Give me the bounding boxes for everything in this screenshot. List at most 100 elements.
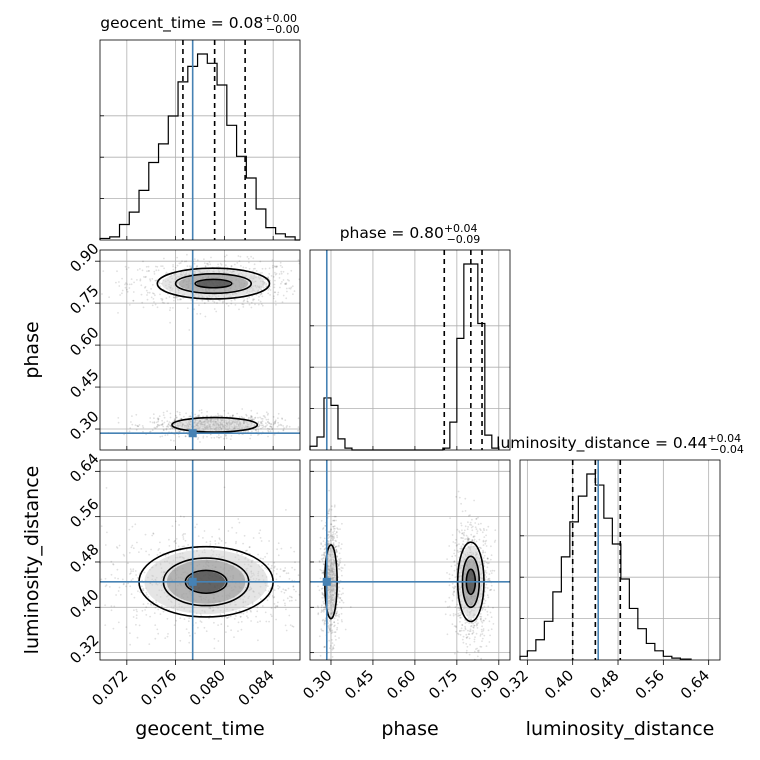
sample-point <box>482 560 485 562</box>
sample-point <box>471 632 474 635</box>
sample-point <box>169 412 172 415</box>
sample-point <box>336 550 338 553</box>
sample-point <box>322 545 324 548</box>
sample-point <box>123 555 126 557</box>
sample-point <box>254 428 257 431</box>
sample-point <box>178 411 181 414</box>
sample-point <box>173 624 176 626</box>
sample-point <box>452 541 455 543</box>
sample-point <box>128 528 131 531</box>
sample-point <box>253 263 256 266</box>
sample-point <box>488 641 491 643</box>
sample-point <box>233 636 235 638</box>
sample-point <box>183 618 186 620</box>
sample-point <box>159 551 162 554</box>
sample-point <box>274 265 276 268</box>
sample-point <box>327 542 330 545</box>
sample-point <box>180 418 183 420</box>
sample-point <box>333 504 336 507</box>
sample-point <box>486 557 489 560</box>
sample-point <box>259 424 261 427</box>
sample-point <box>341 599 343 602</box>
sample-point <box>168 421 171 423</box>
sample-point <box>129 643 132 646</box>
sample-point <box>198 304 200 306</box>
sample-point <box>273 433 276 436</box>
hist-panel-geocent_time <box>99 40 300 241</box>
sample-point <box>446 572 448 574</box>
sample-point <box>273 589 276 591</box>
sample-point <box>184 435 187 438</box>
sample-point <box>468 622 470 624</box>
sample-point <box>481 633 484 635</box>
sample-point <box>247 257 250 260</box>
sample-point <box>340 619 343 621</box>
sample-point <box>451 582 454 585</box>
sample-point <box>466 645 469 648</box>
sample-point <box>475 620 478 623</box>
sample-point <box>148 270 150 272</box>
sample-point <box>135 608 138 611</box>
sample-point <box>464 622 467 624</box>
sample-point <box>213 637 216 640</box>
sample-point <box>473 538 476 541</box>
sample-point <box>244 430 247 433</box>
sample-point <box>202 537 204 539</box>
sample-point <box>220 263 223 266</box>
sample-point <box>273 596 276 598</box>
sample-point <box>174 266 177 269</box>
sample-point <box>217 434 220 436</box>
sample-point <box>267 585 269 587</box>
sample-point <box>181 545 184 548</box>
sample-point <box>200 409 203 411</box>
sample-point <box>267 289 270 291</box>
sample-point <box>481 621 484 624</box>
sample-point <box>201 299 204 302</box>
sample-point <box>274 273 277 276</box>
xtick-label-2: 0.080 <box>186 666 229 709</box>
sample-point <box>144 533 147 536</box>
frame-geocent_time-vs-luminosity_distance <box>99 459 301 661</box>
sample-point <box>327 631 330 634</box>
sample-point <box>266 414 269 416</box>
sample-point <box>462 635 465 638</box>
sample-point <box>132 291 135 293</box>
sample-point <box>272 266 274 269</box>
sample-point <box>188 265 191 268</box>
hist-panel-phase <box>309 250 510 451</box>
sample-point <box>468 653 471 656</box>
sample-point <box>337 545 340 548</box>
sample-point <box>324 645 326 648</box>
density-fill-0 <box>175 418 254 432</box>
sample-point <box>277 412 280 415</box>
sample-point <box>196 523 198 526</box>
sample-point <box>173 423 176 425</box>
sample-point <box>343 564 346 566</box>
xlabel-luminosity_distance: luminosity_distance <box>526 718 715 740</box>
sample-point <box>144 285 147 288</box>
sample-point <box>467 538 470 540</box>
sample-point <box>175 619 178 622</box>
sample-point <box>248 303 251 306</box>
sample-point <box>162 425 165 428</box>
sample-point <box>323 551 325 554</box>
sample-point <box>264 416 267 419</box>
sample-point <box>267 429 269 432</box>
sample-point <box>464 525 467 528</box>
sample-point <box>483 554 486 557</box>
sample-point <box>275 266 278 269</box>
sample-point <box>467 526 469 528</box>
sample-point <box>161 299 164 302</box>
sample-point <box>333 631 336 634</box>
sample-point <box>153 422 156 424</box>
sample-point <box>323 554 326 556</box>
sample-point <box>136 279 138 281</box>
sample-point <box>157 417 160 420</box>
sample-point <box>119 593 122 596</box>
sample-point <box>455 626 457 628</box>
sample-point <box>456 549 459 552</box>
sample-point <box>467 629 469 632</box>
ytick-label-0: 0.32 <box>66 631 102 667</box>
sample-point <box>262 557 264 560</box>
sample-point <box>230 299 233 302</box>
